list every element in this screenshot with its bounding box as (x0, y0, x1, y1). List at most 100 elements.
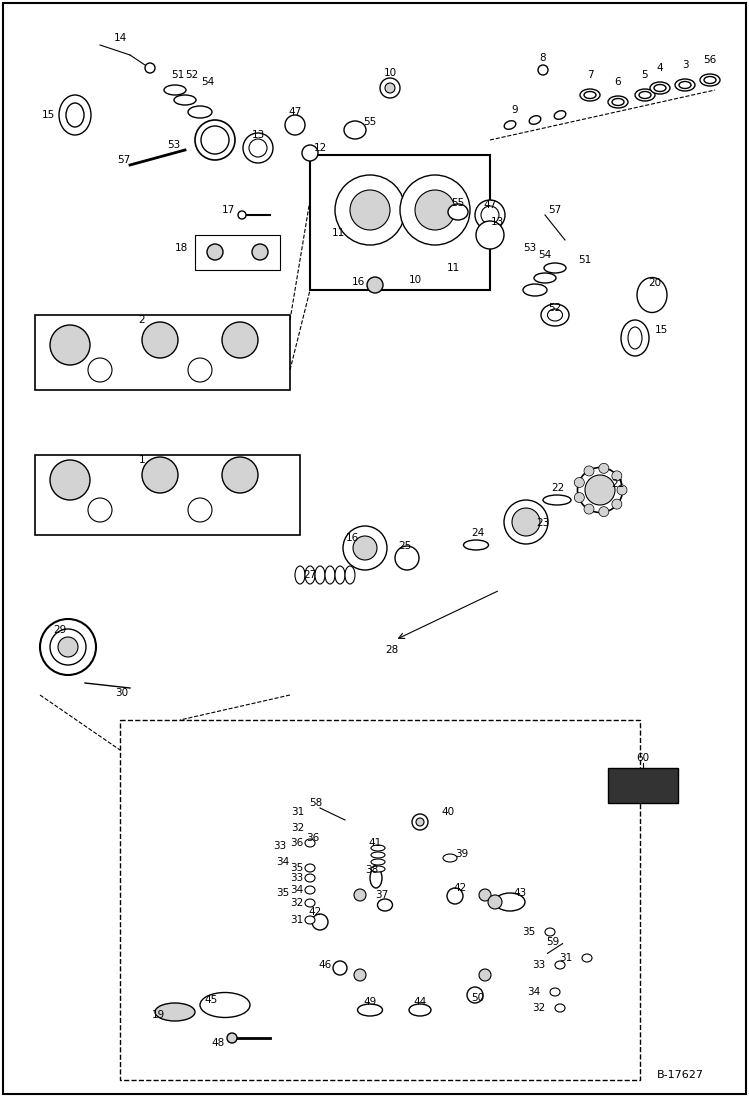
Circle shape (145, 63, 155, 73)
Circle shape (354, 889, 366, 901)
Circle shape (207, 244, 223, 260)
Text: 17: 17 (222, 205, 235, 215)
Ellipse shape (608, 97, 628, 108)
Text: 47: 47 (483, 200, 497, 210)
Text: 57: 57 (548, 205, 562, 215)
Text: 15: 15 (42, 110, 55, 120)
Ellipse shape (464, 540, 488, 550)
Text: 2: 2 (139, 315, 145, 325)
Text: 1: 1 (139, 455, 145, 465)
Circle shape (395, 546, 419, 570)
Text: 53: 53 (524, 244, 536, 253)
Ellipse shape (325, 566, 335, 584)
Ellipse shape (305, 839, 315, 847)
Circle shape (353, 536, 377, 559)
Text: 35: 35 (522, 927, 535, 937)
Text: 16: 16 (351, 278, 365, 287)
Circle shape (50, 629, 86, 665)
Ellipse shape (534, 273, 556, 283)
Bar (608, 768, 678, 803)
Text: 33: 33 (290, 873, 303, 883)
Text: 18: 18 (175, 244, 188, 253)
Circle shape (335, 176, 405, 245)
Circle shape (400, 176, 470, 245)
Ellipse shape (639, 91, 651, 99)
Ellipse shape (409, 1004, 431, 1016)
Ellipse shape (476, 220, 504, 249)
Text: 44: 44 (413, 997, 427, 1007)
Text: 23: 23 (536, 518, 550, 528)
Text: 10: 10 (408, 275, 422, 285)
Circle shape (512, 508, 540, 536)
Ellipse shape (544, 263, 566, 273)
Text: 51: 51 (172, 70, 184, 80)
Text: 25: 25 (398, 541, 412, 551)
Circle shape (222, 323, 258, 358)
Circle shape (380, 78, 400, 98)
Ellipse shape (550, 988, 560, 996)
Circle shape (50, 325, 90, 365)
Ellipse shape (315, 566, 325, 584)
Ellipse shape (195, 120, 235, 160)
Text: 34: 34 (276, 857, 290, 867)
Circle shape (574, 493, 584, 502)
Ellipse shape (545, 928, 555, 936)
Circle shape (350, 190, 390, 230)
Circle shape (333, 961, 347, 975)
Text: 57: 57 (117, 155, 130, 165)
Text: 40: 40 (441, 807, 455, 817)
Ellipse shape (488, 895, 502, 909)
Ellipse shape (174, 95, 196, 105)
Text: 33: 33 (273, 841, 287, 851)
Text: 21: 21 (611, 479, 625, 489)
Ellipse shape (481, 206, 499, 224)
Ellipse shape (188, 106, 212, 118)
Text: 27: 27 (303, 570, 317, 580)
Ellipse shape (344, 121, 366, 139)
Text: 36: 36 (290, 838, 303, 848)
Text: 24: 24 (471, 528, 485, 538)
Text: 35: 35 (290, 863, 303, 873)
Text: 30: 30 (115, 688, 129, 698)
Circle shape (479, 889, 491, 901)
Circle shape (612, 471, 622, 480)
Text: 39: 39 (455, 849, 469, 859)
Ellipse shape (371, 845, 385, 851)
Text: 41: 41 (369, 838, 382, 848)
Circle shape (412, 814, 428, 830)
Circle shape (188, 358, 212, 382)
Circle shape (574, 477, 584, 487)
Ellipse shape (585, 475, 615, 505)
Text: 51: 51 (578, 255, 592, 265)
Ellipse shape (582, 954, 592, 962)
Text: 13: 13 (252, 131, 264, 140)
Circle shape (58, 637, 78, 657)
Ellipse shape (635, 89, 655, 101)
Text: 31: 31 (559, 953, 572, 963)
Ellipse shape (377, 900, 392, 911)
Ellipse shape (580, 89, 600, 101)
Ellipse shape (66, 103, 84, 127)
Ellipse shape (675, 79, 695, 91)
Circle shape (238, 211, 246, 219)
Ellipse shape (371, 859, 385, 866)
Text: 52: 52 (548, 303, 562, 313)
Circle shape (584, 504, 594, 514)
Text: 54: 54 (539, 250, 551, 260)
Text: 54: 54 (201, 77, 215, 87)
Text: 42: 42 (453, 883, 467, 893)
Ellipse shape (637, 278, 667, 313)
Text: 45: 45 (204, 995, 218, 1005)
Ellipse shape (302, 145, 318, 161)
Text: 59: 59 (546, 937, 560, 947)
Text: 33: 33 (532, 960, 545, 970)
Ellipse shape (523, 284, 547, 296)
Circle shape (343, 525, 387, 570)
Ellipse shape (357, 1004, 383, 1016)
Circle shape (447, 887, 463, 904)
Circle shape (40, 619, 96, 675)
Ellipse shape (249, 139, 267, 157)
Text: 15: 15 (655, 325, 668, 335)
Ellipse shape (305, 916, 315, 924)
Ellipse shape (305, 864, 315, 872)
